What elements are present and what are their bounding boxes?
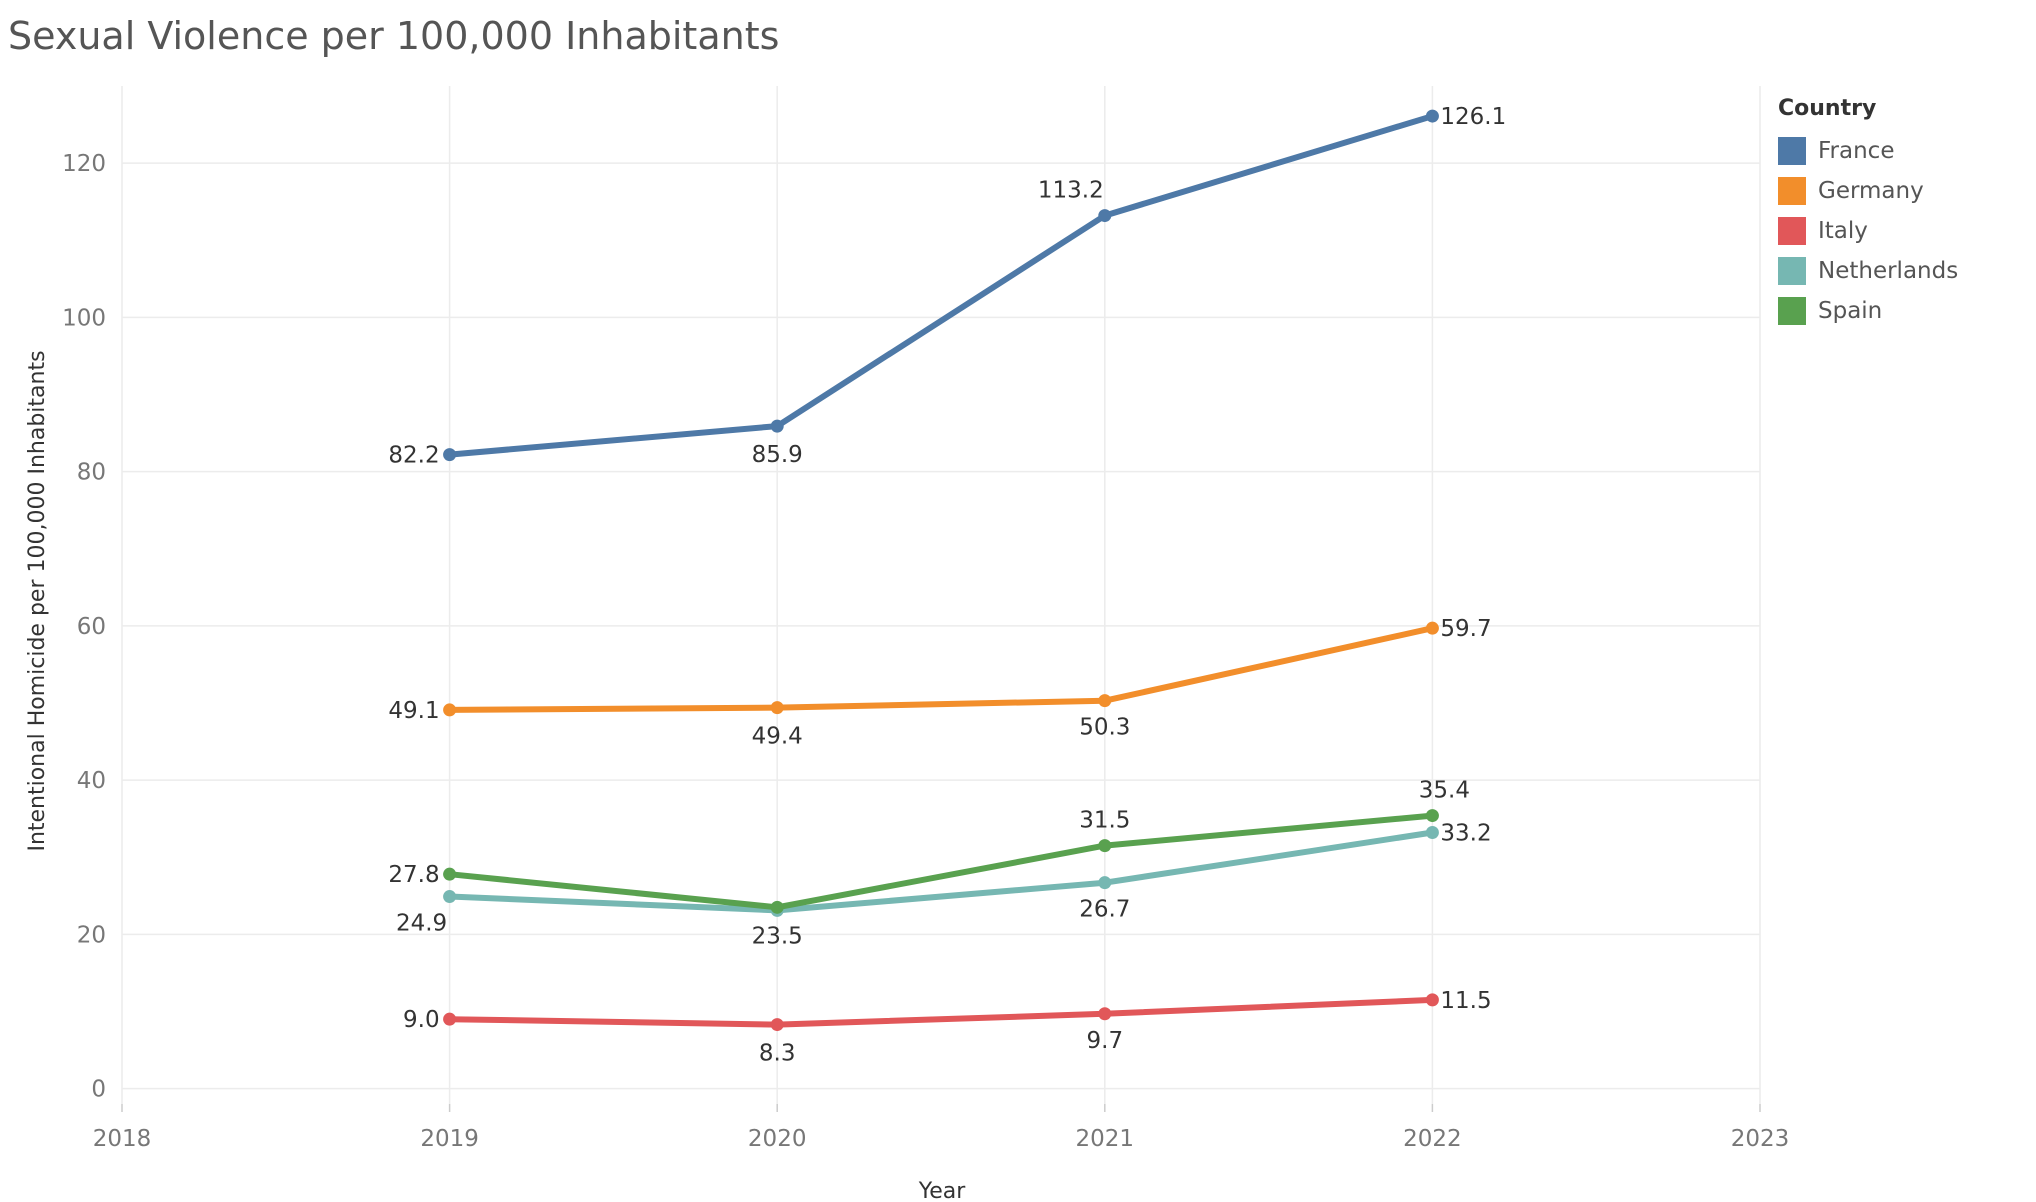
data-point-italy [1425, 993, 1439, 1007]
x-tick-label: 2020 [748, 1126, 807, 1152]
data-label-spain: 35.4 [1419, 778, 1470, 804]
legend: Country France Germany Italy Netherlands Spa… [1778, 96, 1958, 331]
legend-swatch [1778, 257, 1806, 285]
data-point-netherlands [443, 890, 457, 904]
x-axis-title: Year [918, 1179, 967, 1202]
y-tick-label: 40 [77, 768, 106, 794]
data-label-germany: 49.1 [388, 698, 439, 724]
legend-swatch [1778, 217, 1806, 245]
data-point-germany [1425, 621, 1439, 635]
y-tick-label: 80 [77, 460, 106, 486]
x-tick-label: 2022 [1403, 1126, 1462, 1152]
data-label-netherlands: 24.9 [396, 911, 447, 937]
data-point-france [1425, 109, 1439, 123]
data-label-france: 85.9 [752, 442, 803, 468]
data-label-italy: 9.7 [1087, 1028, 1124, 1054]
legend-swatch [1778, 177, 1806, 205]
data-label-netherlands: 26.7 [1079, 897, 1130, 923]
data-label-germany: 59.7 [1440, 616, 1491, 642]
x-tick-label: 2019 [420, 1126, 479, 1152]
legend-item-germany[interactable]: Germany [1778, 171, 1958, 211]
data-label-france: 82.2 [388, 443, 439, 469]
y-tick-label: 100 [62, 305, 106, 331]
legend-label: Spain [1818, 298, 1883, 324]
data-point-france [770, 419, 784, 433]
data-label-spain: 31.5 [1079, 808, 1130, 834]
series-line-netherlands [446, 829, 1436, 914]
data-point-netherlands [1425, 826, 1439, 840]
data-label-spain: 27.8 [388, 862, 439, 888]
data-label-france: 113.2 [1038, 178, 1104, 204]
y-tick-label: 60 [77, 614, 106, 640]
data-label-france: 126.1 [1440, 104, 1506, 130]
legend-label: Italy [1818, 218, 1868, 244]
data-label-italy: 11.5 [1440, 988, 1491, 1014]
data-point-germany [770, 701, 784, 715]
data-point-spain [1098, 839, 1112, 853]
data-point-france [443, 448, 457, 462]
legend-swatch [1778, 137, 1806, 165]
data-point-france [1098, 209, 1112, 223]
y-tick-label: 0 [91, 1077, 106, 1103]
legend-item-spain[interactable]: Spain [1778, 291, 1958, 331]
data-point-italy [443, 1012, 457, 1026]
legend-title: Country [1778, 96, 1877, 121]
data-label-italy: 8.3 [759, 1041, 796, 1067]
axes: 0 20 40 60 80 100 120 2018 2019 2020 2021 2022 2023 Y… [25, 151, 1789, 1202]
data-point-netherlands [1098, 876, 1112, 890]
data-label-germany: 49.4 [752, 724, 803, 750]
legend-item-netherlands[interactable]: Netherlands [1778, 251, 1958, 291]
x-tick-label: 2018 [93, 1126, 152, 1152]
data-point-spain [770, 900, 784, 914]
legend-item-france[interactable]: France [1778, 131, 1958, 171]
data-point-italy [1098, 1007, 1112, 1021]
data-point-germany [443, 703, 457, 717]
y-tick-label: 120 [62, 151, 106, 177]
series [443, 109, 1439, 1032]
data-label-italy: 9.0 [403, 1007, 440, 1033]
x-tick-label: 2023 [1731, 1126, 1790, 1152]
data-label-spain: 23.5 [752, 923, 803, 949]
legend-label: Germany [1818, 178, 1924, 204]
legend-swatch [1778, 297, 1806, 325]
series-line-france [446, 113, 1436, 458]
chart-title: Sexual Violence per 100,000 Inhabitants [8, 14, 780, 58]
data-point-spain [443, 867, 457, 881]
y-axis-title: Intentional Homicide per 100,000 Inhabit… [25, 350, 50, 851]
series-line-italy [446, 996, 1436, 1028]
y-tick-label: 20 [77, 922, 106, 948]
x-tick-label: 2021 [1076, 1126, 1135, 1152]
data-labels: 82.2 85.9 113.2 126.1 49.1 49.4 50.3 59.7 9.0 8.3… [388, 104, 1506, 1066]
data-point-germany [1098, 694, 1112, 708]
data-point-spain [1425, 809, 1439, 823]
data-point-italy [770, 1018, 784, 1032]
legend-items: France Germany Italy Netherlands Spain [1778, 131, 1958, 331]
legend-item-italy[interactable]: Italy [1778, 211, 1958, 251]
legend-label: France [1818, 138, 1895, 164]
data-label-germany: 50.3 [1079, 715, 1130, 741]
legend-label: Netherlands [1818, 258, 1959, 284]
data-label-netherlands: 33.2 [1440, 821, 1491, 847]
series-line-spain [446, 812, 1436, 911]
series-line-germany [446, 625, 1436, 713]
grid [121, 86, 1761, 1104]
